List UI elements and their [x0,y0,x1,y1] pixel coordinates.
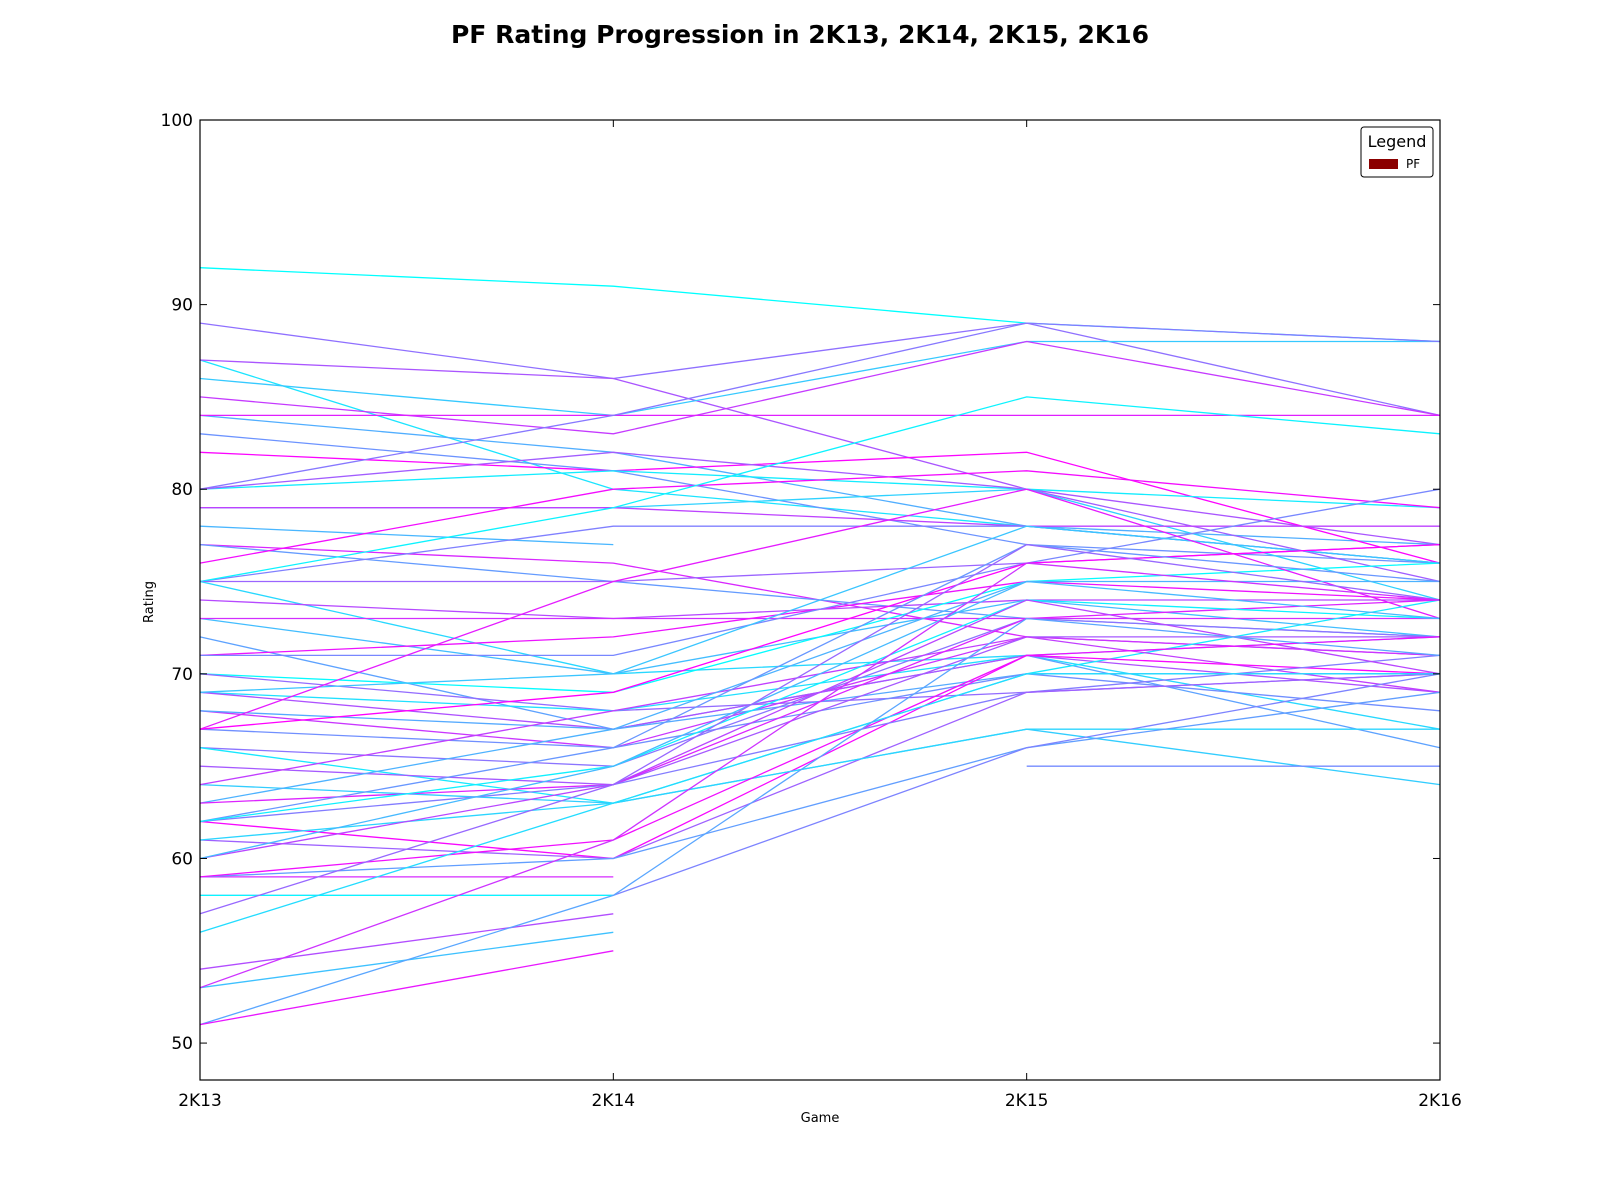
plot-area-frame [199,119,1441,1081]
series-line-41 [199,636,1440,786]
series-line-53 [199,580,1441,860]
y-tick-label: 100 [161,111,193,131]
series-line-5 [199,340,1441,435]
series-lines [199,267,1441,1026]
y-tick-label: 60 [171,849,193,869]
y-tick-label: 50 [171,1034,193,1054]
series-line-64 [199,617,1441,1026]
series-line-1 [199,322,1441,417]
x-tick-label: 2K14 [592,1091,636,1111]
y-tick-label: 90 [171,296,193,316]
series-line-60 [199,673,1440,933]
series-line-46 [199,543,1441,823]
series-line-59 [199,543,1441,915]
series-line-65 [199,950,614,1026]
series-line-20 [199,396,1441,583]
series-line-56 [199,636,1441,878]
legend-title: Legend [1368,132,1427,151]
series-line-61 [199,913,614,970]
series-line-4 [199,340,1440,417]
legend-swatch-pf [1369,159,1398,169]
series-line-0 [199,267,1441,343]
axis-ticks: 50 60 70 80 90 100 2K13 2K14 2K15 2K16 [161,111,1462,1111]
series-line-10 [199,322,1441,490]
series-line-12 [199,451,1441,583]
series-line-3 [199,359,1441,546]
series-line-49 [199,599,1441,823]
series-line-55 [199,691,1441,878]
y-axis-label: Rating [142,581,157,623]
series-line-51 [199,728,1440,841]
series-line-57 [200,673,1441,897]
series-line-15 [199,525,614,546]
legend: Legend PF [1360,126,1434,178]
legend-label-pf: PF [1406,157,1420,171]
series-line-18 [199,470,1441,564]
series-line-33 [199,525,1441,693]
series-line-14 [200,507,1440,527]
x-tick-label: 2K15 [1005,1091,1049,1111]
series-line-9 [199,451,1441,564]
series-line-63 [199,562,1441,989]
x-tick-label: 2K13 [178,1091,222,1111]
y-tick-label: 80 [171,480,193,500]
series-line-38 [199,543,1441,730]
y-tick-label: 70 [171,665,193,685]
x-tick-label: 2K16 [1418,1091,1462,1111]
x-axis-label: Game [801,1111,840,1126]
chart-title: PF Rating Progression in 2K13, 2K14, 2K1… [451,20,1149,49]
